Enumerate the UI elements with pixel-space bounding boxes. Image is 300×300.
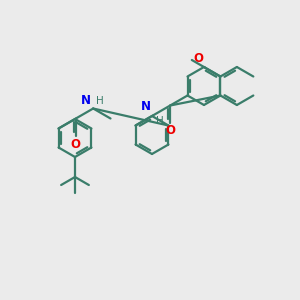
Text: O: O bbox=[194, 52, 204, 65]
Text: H: H bbox=[156, 116, 164, 127]
Text: O: O bbox=[71, 137, 81, 151]
Text: N: N bbox=[141, 100, 151, 113]
Text: H: H bbox=[96, 97, 104, 106]
Text: O: O bbox=[165, 124, 175, 137]
Text: N: N bbox=[81, 94, 91, 106]
